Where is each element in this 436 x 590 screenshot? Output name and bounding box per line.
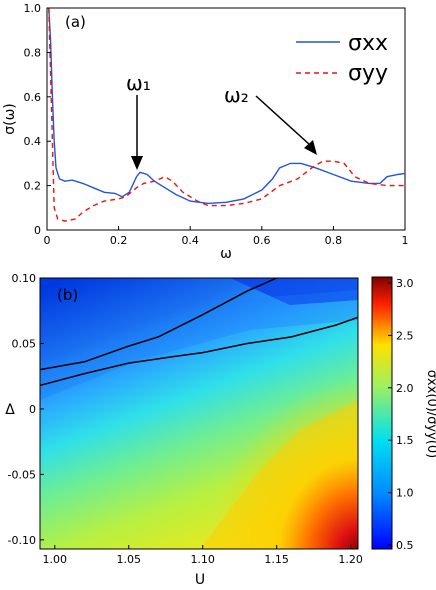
y-tick-label: 0.6 (24, 91, 42, 104)
colorbar-tick-label: 1.5 (396, 434, 414, 447)
x-tick-label: 0.4 (181, 234, 199, 247)
y-tick-label: 0 (34, 224, 41, 237)
colorbar-tick-label: 2.0 (396, 382, 414, 395)
x-tick-label: 1.00 (43, 553, 68, 566)
y-tick-label: 0.2 (24, 180, 42, 193)
panel-a-label: (a) (65, 13, 86, 31)
panel-b-ylabel: Δ (5, 402, 15, 418)
y-tick-label: 0.4 (24, 135, 42, 148)
legend-label-sxx: σxx (348, 31, 388, 56)
heatmap-field (40, 278, 358, 549)
colorbar-tick-label: 3.0 (396, 277, 414, 290)
contour-lower (40, 316, 358, 387)
x-tick-label: 0 (44, 234, 51, 247)
contour-upper (40, 278, 278, 371)
panel-a-ylabel: σ(ω) (2, 103, 18, 135)
colorbar-tick-label: 0.5 (396, 539, 414, 552)
annotation-omega2: ω₂ (224, 83, 249, 107)
x-tick-label: 1 (402, 234, 409, 247)
x-tick-label: 1.15 (264, 553, 289, 566)
legend-label-syy: σyy (348, 61, 388, 86)
x-tick-label: 0.2 (110, 234, 128, 247)
colorbar-tick-label: 1.0 (396, 487, 414, 500)
panel-b-xlabel: U (195, 572, 205, 588)
colorbar-label: σxx(0)/σyy(0) (424, 370, 436, 458)
annotation-omega2-arrow (255, 95, 311, 146)
series-line-0 (48, 8, 405, 205)
y-tick-label: -0.05 (8, 468, 36, 481)
panel-b-frame (39, 277, 359, 550)
x-tick-label: 0.8 (325, 234, 343, 247)
y-tick-label: 0.05 (12, 337, 37, 350)
panel-a-xlabel: ω (220, 246, 232, 262)
panel-b: 1.00 1.05 1.10 1.15 1.20 0.10 0.05 0 -0.05 -0.10… (5, 272, 436, 588)
y-tick-label: 0.10 (12, 272, 37, 285)
colorbar (371, 276, 393, 550)
series-line-1 (48, 8, 405, 222)
x-tick-label: 1.10 (190, 553, 215, 566)
panel-a: 0 0.2 0.4 0.6 0.8 1 0 0.2 0.4 0.6 0.8 1.0 (a) ω σ(… (2, 2, 409, 262)
y-tick-label: 1.0 (24, 2, 42, 15)
y-tick-label: 0.8 (24, 46, 42, 59)
annotation-omega2-arrowhead (304, 140, 317, 155)
y-tick-label: 0 (29, 403, 36, 416)
panel-a-legend: σxx σyy (296, 31, 388, 86)
y-tick-label: -0.10 (8, 534, 36, 547)
x-tick-label: 0.6 (253, 234, 271, 247)
annotation-omega1-arrowhead (131, 156, 143, 170)
panel-b-label: (b) (57, 286, 78, 304)
x-tick-label: 1.20 (338, 553, 363, 566)
annotation-omega1: ω₁ (126, 71, 151, 95)
colorbar-tick-label: 2.5 (396, 329, 414, 342)
x-tick-label: 1.05 (116, 553, 141, 566)
